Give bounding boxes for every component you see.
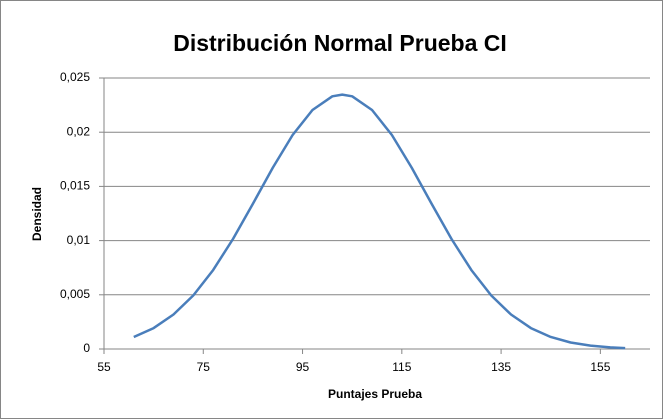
x-tick-label: 75	[197, 360, 211, 374]
y-axis-title: Densidad	[30, 187, 44, 241]
x-tick-label: 155	[590, 360, 610, 374]
x-axis-title: Puntajes Prueba	[328, 387, 422, 401]
chart-title: Distribución Normal Prueba CI	[173, 30, 507, 56]
y-tick-label: 0,025	[60, 70, 90, 84]
x-tick-label: 55	[97, 360, 111, 374]
y-tick-label: 0,015	[60, 179, 90, 193]
y-tick-label: 0,005	[60, 287, 90, 301]
data-line	[133, 93, 626, 350]
y-tick-label: 0	[83, 341, 90, 355]
x-tick-label: 115	[392, 360, 411, 374]
y-tick-label: 0,02	[67, 124, 91, 138]
x-tick-label: 95	[296, 360, 310, 374]
y-tick-label: 0,01	[67, 233, 91, 247]
x-tick-label: 135	[491, 360, 511, 374]
